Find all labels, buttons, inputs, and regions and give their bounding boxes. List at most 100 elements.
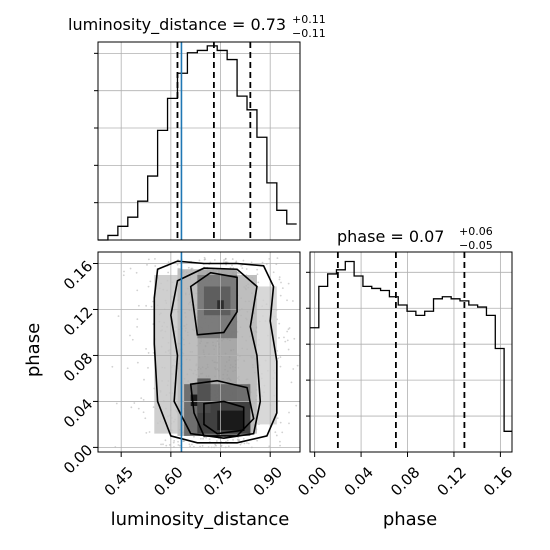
y-tick-label-0: 0.00 xyxy=(60,441,96,477)
scatter-point xyxy=(247,442,250,445)
scatter-point xyxy=(191,443,193,446)
scatter-point xyxy=(290,381,293,384)
scatter-point xyxy=(237,272,240,275)
scatter-point xyxy=(272,271,275,274)
scatter-point xyxy=(268,257,271,260)
scatter-point xyxy=(279,356,282,359)
scatter-point xyxy=(123,270,125,273)
scatter-point xyxy=(147,258,150,261)
scatter-point xyxy=(129,267,132,270)
scatter-point xyxy=(189,445,191,448)
scatter-point xyxy=(237,271,239,274)
x-tick-label-1: 0.60 xyxy=(150,463,186,499)
scatter-point xyxy=(142,398,145,401)
scatter-point xyxy=(202,437,204,440)
scatter-point xyxy=(224,257,227,260)
contour-core-bottom xyxy=(203,400,245,435)
x-tick-label-phase-0: 0.00 xyxy=(294,463,330,499)
scatter-point xyxy=(147,285,150,288)
scatter-point xyxy=(165,444,168,447)
x-tick-label-phase-2: 0.08 xyxy=(387,463,423,499)
scatter-point xyxy=(223,259,225,261)
scatter-point xyxy=(187,266,190,269)
scatter-point xyxy=(241,267,244,270)
x-tick-label-phase-3: 0.12 xyxy=(434,463,470,499)
scatter-point xyxy=(148,431,151,433)
scatter-point xyxy=(205,436,207,439)
scatter-point xyxy=(287,348,290,351)
scatter-point xyxy=(291,300,294,302)
scatter-point xyxy=(278,322,281,325)
scatter-point xyxy=(208,438,211,441)
phase-title-lower: −0.05 xyxy=(459,239,493,252)
scatter-point xyxy=(245,268,248,270)
scatter-point xyxy=(279,294,282,297)
scatter-point xyxy=(133,402,136,404)
scatter-point xyxy=(154,265,157,267)
scatter-point xyxy=(173,439,176,442)
scatter-point xyxy=(145,431,148,434)
scatter-point xyxy=(136,361,139,364)
scatter-point xyxy=(213,259,216,261)
luminosity-distance-title: luminosity_distance = 0.73 xyxy=(68,15,286,35)
scatter-point xyxy=(111,365,114,368)
scatter-point xyxy=(279,421,282,424)
density-cell-7 xyxy=(203,286,231,316)
scatter-point xyxy=(286,330,289,333)
y-tick-label-1: 0.04 xyxy=(60,395,96,431)
scatter-point xyxy=(239,443,242,446)
scatter-point xyxy=(177,440,179,443)
scatter-point xyxy=(135,271,138,274)
x-tick-label-0: 0.45 xyxy=(101,463,137,499)
scatter-point xyxy=(288,327,291,329)
scatter-point xyxy=(250,261,253,264)
scatter-point xyxy=(146,263,148,266)
x-tick-label-3: 0.90 xyxy=(250,463,286,499)
frame-bottom-left xyxy=(97,251,301,453)
scatter-point xyxy=(115,402,118,405)
scatter-point xyxy=(129,334,131,337)
scatter-point xyxy=(238,272,241,275)
scatter-point xyxy=(168,444,171,446)
scatter-point xyxy=(137,407,140,410)
scatter-point xyxy=(140,397,143,400)
scatter-point xyxy=(164,439,167,442)
contour-inner-bottom xyxy=(189,379,255,437)
scatter-point xyxy=(246,442,248,444)
scatter-point xyxy=(237,439,240,442)
scatter-point xyxy=(191,267,194,270)
contour-middle xyxy=(170,267,262,440)
scatter-point xyxy=(215,440,218,442)
scatter-point xyxy=(286,299,288,302)
scatter-point xyxy=(177,444,180,446)
scatter-point xyxy=(179,444,181,447)
scatter-point xyxy=(236,438,239,441)
scatter-point xyxy=(278,278,281,281)
x-axis-label-phase: phase xyxy=(383,509,437,530)
scatter-point xyxy=(225,261,228,264)
scatter-point xyxy=(226,439,229,442)
y-tick-label-3: 0.12 xyxy=(60,303,96,339)
scatter-point xyxy=(162,443,164,446)
luminosity-distance-histogram-panel xyxy=(94,41,301,241)
scatter-point xyxy=(150,305,153,308)
scatter-point xyxy=(223,261,225,264)
scatter-point xyxy=(256,273,259,276)
scatter-point xyxy=(288,422,290,425)
histogram-step-phase xyxy=(310,260,512,432)
scatter-point xyxy=(136,326,139,328)
scatter-point xyxy=(136,289,139,292)
scatter-point xyxy=(122,274,125,277)
scatter-point xyxy=(188,443,191,446)
scatter-point xyxy=(279,440,281,443)
luminosity-distance-title-lower: −0.11 xyxy=(292,27,326,40)
joint-density-panel: 0.45 0.60 0.75 0.90 0.00 0.04 0.08 0.12 0.16 xyxy=(60,251,301,500)
density-cells xyxy=(154,269,277,436)
y-tick-label-2: 0.08 xyxy=(60,349,96,385)
scatter-point xyxy=(154,257,156,260)
scatter-point xyxy=(232,439,234,441)
scatter-point xyxy=(281,287,284,289)
scatter-point xyxy=(145,347,147,350)
scatter-point xyxy=(238,439,241,442)
scatter-point xyxy=(167,261,170,264)
